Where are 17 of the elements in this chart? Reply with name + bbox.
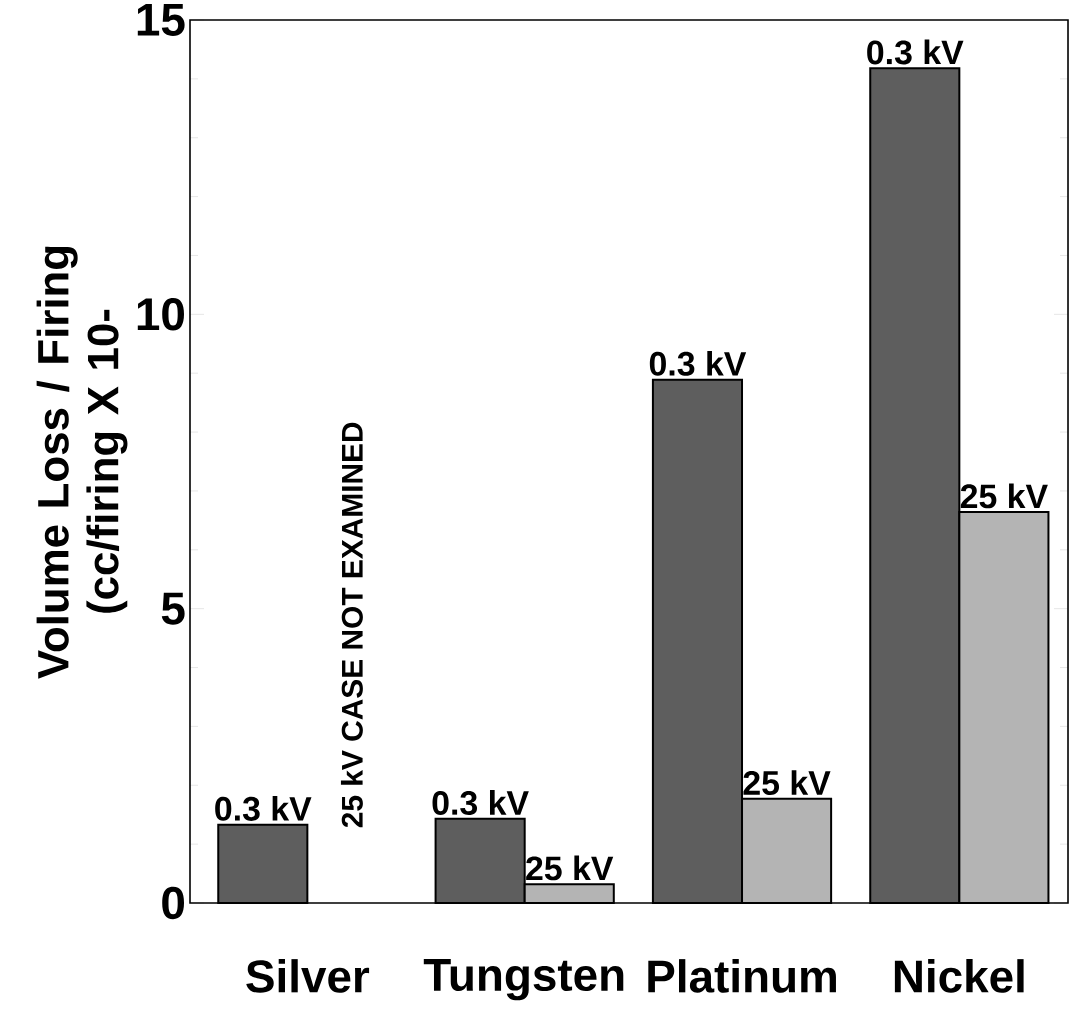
y-tick-label: 5 xyxy=(161,592,185,625)
text: 25 kV xyxy=(526,855,614,881)
y-tick-label: 10 xyxy=(137,298,184,331)
series-label: 25 kV xyxy=(743,770,831,796)
y-tick-label: 0 xyxy=(162,886,184,920)
x-tick-label: Silver xyxy=(246,959,370,993)
x-tick-label: Platinum xyxy=(648,959,836,993)
y-axis-title: Volume Loss / Firing (cc/firing X 10- xyxy=(36,246,128,679)
text: 0.3 kV xyxy=(867,39,964,65)
x-tick-label: Tungsten xyxy=(423,959,624,1001)
text: 0.3 kV xyxy=(215,795,312,821)
text: 0.3 kV xyxy=(432,790,529,816)
series-label: 0.3 kV xyxy=(649,350,747,376)
y-tick-label: 15 xyxy=(137,4,185,36)
x-tick-label: Nickel xyxy=(894,959,1024,993)
annotation: 25 kV CASE NOT EXAMINED xyxy=(340,422,363,828)
text: 25 kV xyxy=(960,483,1048,509)
